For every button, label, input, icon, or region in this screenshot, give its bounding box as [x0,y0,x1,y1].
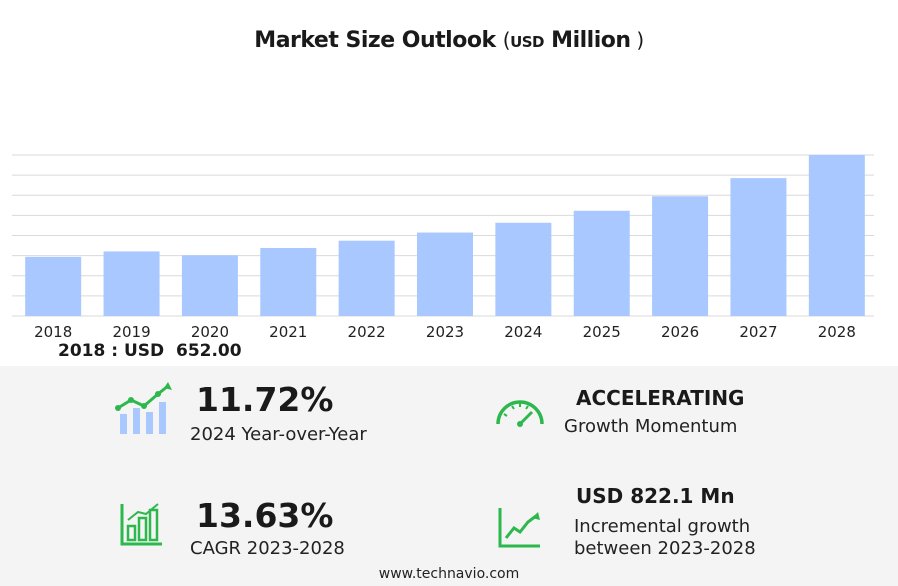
baseline-year: 2018 [58,341,106,361]
trend-line-icon [498,508,540,548]
title-main: Market Size Outlook [254,28,496,53]
title-unit-prefix: USD [510,33,544,51]
bar-2022 [338,240,395,316]
x-tick-label: 2027 [739,323,777,341]
yoy-stat: 11.72% 2024 Year-over-Year [190,380,367,446]
bar-2024 [495,222,552,316]
bar-2018 [25,256,82,316]
yoy-label: 2024 Year-over-Year [190,424,367,445]
title-unit: Million [551,28,631,53]
yoy-value: 11.72% [196,380,334,419]
incremental-value: USD 822.1 Mn [576,484,735,508]
incremental-label-1: Incremental growth [574,516,751,537]
momentum-stat: ACCELERATING Growth Momentum [564,386,745,438]
x-tick-label: 2028 [818,323,856,341]
cagr-label: CAGR 2023-2028 [190,538,345,559]
cagr-stat: 13.63% CAGR 2023-2028 [190,496,345,560]
incremental-label-2: between 2023-2028 [574,538,756,559]
bar-chart: 2018 2019 2020 2021 2022 2023 2024 2025 2026 2027… [12,154,874,341]
growth-chart-icon [115,382,172,434]
baseline-currency: USD [123,341,165,361]
momentum-label: Growth Momentum [564,416,738,437]
footer-url[interactable]: www.technavio.com [378,566,520,582]
bar-2019 [103,251,160,316]
x-tick-label: 2024 [504,323,542,341]
x-tick-label: 2018 [34,323,72,341]
momentum-value: ACCELERATING [576,386,745,410]
x-tick-label: 2025 [583,323,621,341]
x-tick-label: 2023 [426,323,464,341]
bar-2028 [808,155,865,316]
bar-2021 [260,247,317,316]
baseline-value: 2018 : USD 652.00 [58,341,242,361]
x-tick-label: 2026 [661,323,699,341]
bar-2026 [652,196,709,316]
bar-2027 [730,178,787,316]
x-tick-label: 2021 [269,323,307,341]
cagr-value: 13.63% [196,496,334,535]
bar-chart-icon [120,503,162,546]
bar-2025 [573,210,630,316]
stats-panel: 11.72% 2024 Year-over-Year ACCELERATING … [0,366,898,586]
baseline-amount: 652.00 [175,341,242,361]
x-tick-label: 2022 [348,323,386,341]
bar-2020 [181,255,238,316]
x-tick-label: 2019 [112,323,150,341]
chart-title: Market Size Outlook (USD Million ) [254,28,644,53]
bar-2023 [417,232,473,316]
x-tick-label: 2020 [191,323,229,341]
incremental-stat: USD 822.1 Mn Incremental growth between … [574,484,756,560]
speedometer-icon [496,400,544,427]
